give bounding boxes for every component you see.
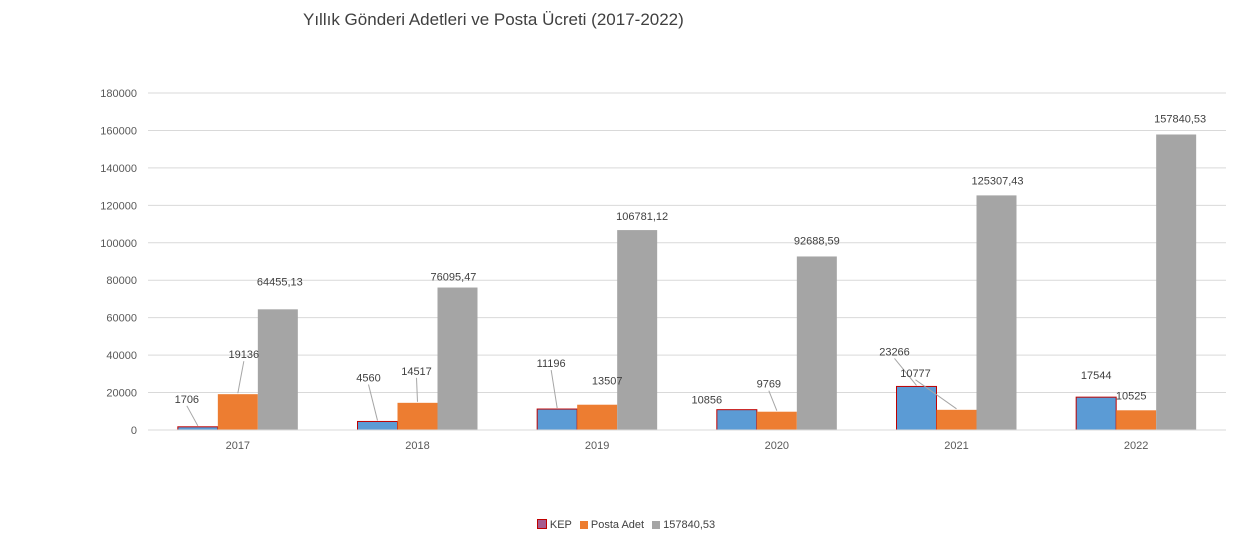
data-label: 17544 — [1081, 370, 1112, 382]
x-tick-label: 2017 — [226, 440, 250, 452]
y-tick-label: 40000 — [106, 350, 137, 362]
bar-kep-2019 — [536, 408, 578, 431]
data-label: 14517 — [401, 366, 432, 378]
leader-line — [768, 390, 778, 411]
bar-kep-2021 — [896, 385, 937, 431]
data-label: 92688,59 — [794, 235, 840, 247]
bar-157840-53-2022 — [1156, 134, 1197, 430]
leader-line — [416, 377, 418, 402]
legend-item: KEP — [536, 519, 572, 531]
legend: KEP Posta Adet 157840,53 — [0, 519, 1252, 531]
y-tick-label: 180000 — [100, 88, 137, 100]
leader-line — [894, 358, 917, 386]
data-label: 19136 — [229, 349, 260, 361]
leader-line — [550, 369, 558, 409]
x-tick-label: 2019 — [585, 440, 609, 452]
data-label: 76095,47 — [431, 272, 477, 284]
bar-posta-adet-2018 — [397, 402, 438, 430]
data-label: 64455,13 — [257, 276, 303, 288]
bar-posta-adet-2017 — [217, 394, 258, 430]
bar-157840-53-2017 — [257, 309, 298, 430]
legend-label: 157840,53 — [663, 519, 716, 531]
leader-line — [237, 361, 245, 394]
bar-kep-2022 — [1075, 396, 1117, 431]
y-tick-label: 100000 — [100, 238, 137, 250]
legend-swatch — [579, 521, 588, 529]
data-label: 10777 — [900, 368, 931, 380]
leader-line — [186, 405, 199, 427]
data-label: 23266 — [879, 346, 910, 358]
data-label: 10856 — [692, 395, 723, 407]
bar-posta-adet-2020 — [756, 411, 797, 430]
data-label: 125307,43 — [972, 175, 1024, 187]
legend-label: KEP — [549, 519, 572, 531]
data-label: 4560 — [356, 372, 380, 384]
y-tick-label: 80000 — [106, 275, 137, 287]
y-tick-label: 20000 — [106, 388, 137, 400]
x-tick-label: 2018 — [405, 440, 429, 452]
legend-item: 157840,53 — [652, 519, 715, 531]
bar-posta-adet-2021 — [936, 409, 977, 430]
data-label: 157840,53 — [1154, 113, 1206, 125]
bar-posta-adet-2022 — [1116, 410, 1157, 430]
bar-157840-53-2019 — [617, 230, 658, 430]
x-tick-label: 2021 — [944, 440, 968, 452]
bar-157840-53-2018 — [437, 287, 478, 430]
x-tick-label: 2020 — [765, 440, 789, 452]
bar-157840-53-2021 — [976, 195, 1017, 430]
x-tick-label: 2022 — [1124, 440, 1148, 452]
data-label: 106781,12 — [616, 211, 668, 223]
chart-title: Yıllık Gönderi Adetleri ve Posta Ücreti … — [303, 10, 684, 29]
data-label: 11196 — [537, 358, 566, 370]
y-tick-label: 60000 — [106, 313, 137, 325]
bar-kep-2020 — [716, 409, 758, 431]
leader-line — [368, 384, 378, 421]
y-tick-label: 0 — [131, 425, 137, 437]
legend-label: Posta Adet — [590, 519, 645, 531]
data-label: 10525 — [1116, 390, 1147, 402]
data-label: 13507 — [592, 376, 623, 388]
bar-157840-53-2020 — [796, 256, 837, 430]
y-tick-label: 140000 — [100, 163, 137, 175]
legend-item: Posta Adet — [579, 519, 645, 531]
bar-kep-2018 — [357, 420, 398, 431]
legend-swatch — [652, 521, 661, 529]
y-tick-label: 160000 — [100, 125, 137, 137]
y-tick-label: 120000 — [100, 200, 137, 212]
leader-line — [915, 379, 957, 410]
legend-swatch — [536, 519, 547, 529]
bar-posta-adet-2019 — [577, 404, 618, 430]
data-label: 9769 — [757, 379, 781, 391]
data-label: 1706 — [175, 394, 199, 406]
